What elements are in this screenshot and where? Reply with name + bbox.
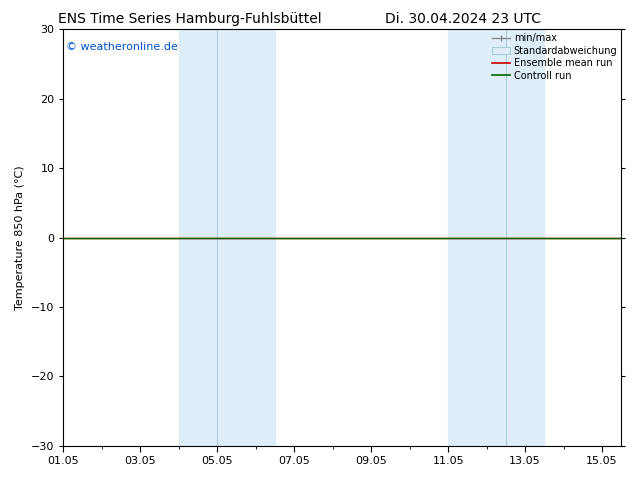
Text: © weatheronline.de: © weatheronline.de [66,42,178,52]
Bar [506,29,545,446]
Legend: min/max, Standardabweichung, Ensemble mean run, Controll run: min/max, Standardabweichung, Ensemble me… [491,31,619,82]
Text: Di. 30.04.2024 23 UTC: Di. 30.04.2024 23 UTC [385,12,541,26]
Bar [448,29,506,446]
Text: ENS Time Series Hamburg-Fuhlsbüttel: ENS Time Series Hamburg-Fuhlsbüttel [58,12,322,26]
Bar [179,29,217,446]
Bar [217,29,275,446]
Y-axis label: Temperature 850 hPa (°C): Temperature 850 hPa (°C) [15,165,25,310]
